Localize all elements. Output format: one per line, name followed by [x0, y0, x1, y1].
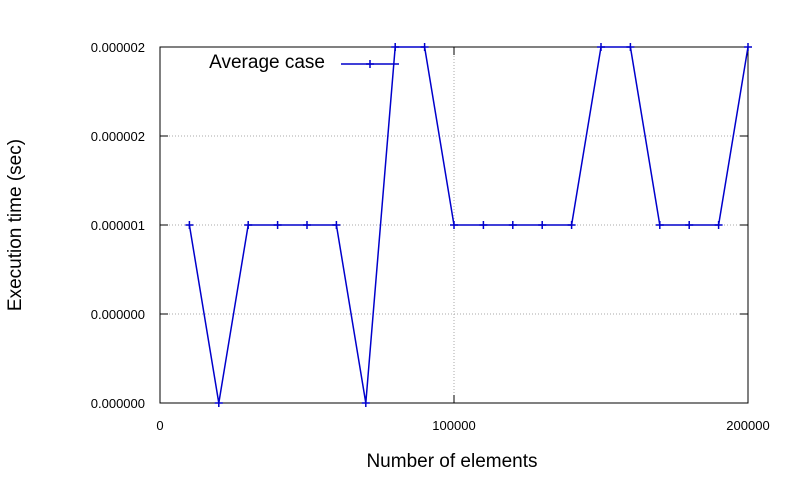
data-point [361, 399, 370, 407]
y-tick-label: 0.000002 [91, 40, 145, 55]
data-point [420, 43, 429, 51]
x-axis-label: Number of elements [366, 451, 537, 472]
data-point [332, 221, 341, 229]
data-point [450, 221, 458, 229]
data-point [597, 43, 605, 51]
data-point [273, 221, 282, 229]
x-tick-label: 0 [156, 418, 163, 433]
data-point [508, 221, 517, 229]
series-layer [185, 43, 752, 407]
data-point [744, 43, 752, 51]
data-point [244, 221, 253, 229]
x-tick-label: 200000 [726, 418, 769, 433]
data-point [303, 221, 311, 229]
legend-marker [366, 60, 374, 68]
y-tick-label: 0.000000 [91, 396, 145, 411]
data-point [391, 43, 400, 51]
data-point [685, 221, 694, 229]
y-axis-label: Execution time (sec) [5, 139, 26, 311]
y-tick-label: 0.000001 [91, 218, 145, 233]
data-point [479, 221, 488, 229]
data-point [655, 221, 664, 229]
data-point [185, 221, 194, 229]
series-line [188, 46, 749, 404]
legend: Average case [209, 52, 399, 73]
x-tick-label: 100000 [432, 418, 475, 433]
y-tick-label: 0.000002 [91, 129, 145, 144]
data-point [626, 43, 635, 51]
data-point [214, 399, 223, 407]
data-point [567, 221, 576, 229]
y-tick-label: 0.000000 [91, 307, 145, 322]
data-point [538, 221, 547, 229]
x-axis: 0 100000 200000 [156, 47, 770, 433]
data-point [714, 221, 723, 229]
y-axis: 0.000000 0.000000 0.000001 0.000002 0.000002 [91, 40, 748, 411]
legend-label: Average case [209, 52, 325, 73]
